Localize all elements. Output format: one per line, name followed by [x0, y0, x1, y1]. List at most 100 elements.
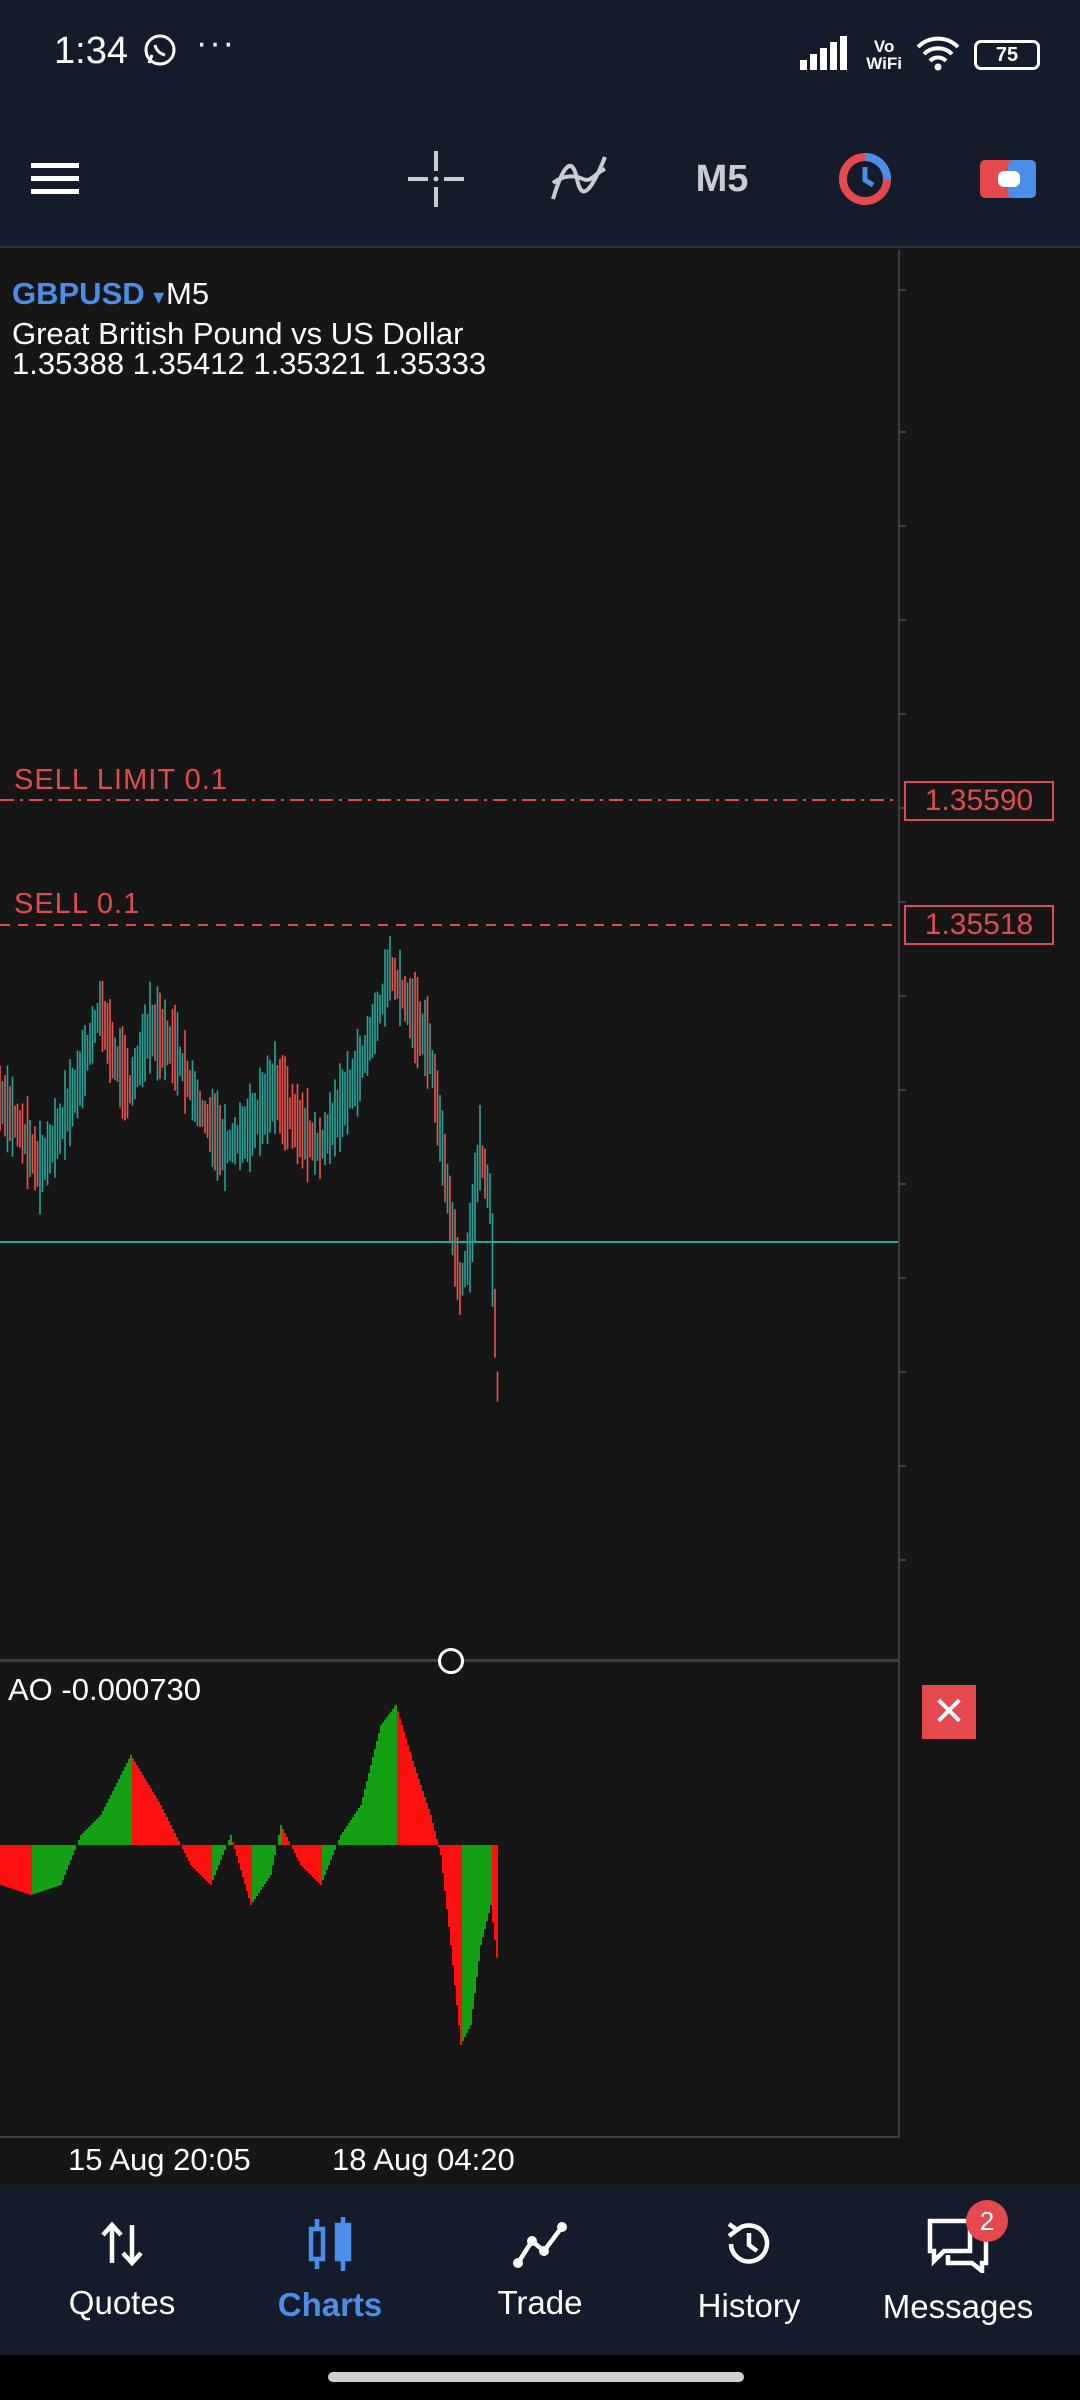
- ao-bar: [198, 1845, 200, 1873]
- sell-limit-label[interactable]: SELL LIMIT 0.1: [14, 764, 228, 796]
- home-indicator[interactable]: [328, 2372, 744, 2382]
- nav-quotes[interactable]: Quotes: [22, 2185, 222, 2355]
- sell-limit-price-tag[interactable]: 1.35590: [904, 781, 1054, 821]
- sell-price-tag[interactable]: 1.35518: [904, 905, 1054, 945]
- sell-label[interactable]: SELL 0.1: [14, 888, 141, 920]
- nav-messages[interactable]: Messages 2: [858, 2185, 1058, 2355]
- ao-bar: [186, 1845, 188, 1857]
- ao-bar: [338, 1840, 340, 1845]
- ao-bar: [316, 1845, 318, 1881]
- ao-bar: [192, 1845, 194, 1867]
- ao-bar: [476, 1845, 478, 1977]
- ao-bar: [266, 1845, 268, 1881]
- ao-bar: [152, 1791, 154, 1845]
- ao-bar: [154, 1795, 156, 1845]
- ao-bar: [320, 1845, 322, 1885]
- ao-bar: [70, 1845, 72, 1860]
- ao-bar: [126, 1763, 128, 1845]
- whatsapp-icon: [140, 30, 180, 79]
- ao-bar: [94, 1821, 96, 1845]
- nav-history[interactable]: History: [649, 2185, 849, 2355]
- ao-bar: [18, 1845, 20, 1891]
- nav-trade[interactable]: Trade: [440, 2185, 640, 2355]
- ao-bar: [360, 1805, 362, 1845]
- resize-handle-icon[interactable]: [438, 1648, 464, 1674]
- vowifi-bottom: WiFi: [866, 54, 902, 73]
- bid-line: [0, 1241, 898, 1243]
- ao-bar: [420, 1785, 422, 1845]
- ao-bar: [480, 1845, 482, 1945]
- ao-bar: [46, 1845, 48, 1890]
- ao-bar: [168, 1821, 170, 1845]
- ao-bar: [98, 1817, 100, 1845]
- ao-bar: [256, 1845, 258, 1896]
- wifi-icon: [916, 35, 960, 76]
- ao-bar: [48, 1845, 50, 1889]
- ao-bar: [20, 1845, 22, 1892]
- ao-bar: [90, 1825, 92, 1845]
- chart-symbol[interactable]: GBPUSD ▾: [12, 276, 164, 312]
- ao-bar: [22, 1845, 24, 1893]
- signal-icon: [800, 35, 852, 75]
- ao-bar: [242, 1845, 244, 1877]
- ao-bar: [262, 1845, 264, 1887]
- ao-bar: [460, 1845, 462, 2045]
- ao-bar: [296, 1845, 298, 1857]
- ao-bar: [494, 1845, 496, 1940]
- ao-bar: [486, 1845, 488, 1921]
- ao-bar: [272, 1845, 274, 1865]
- menu-icon[interactable]: [24, 146, 86, 212]
- ao-bar: [6, 1845, 8, 1887]
- close-indicator-button[interactable]: ✕: [922, 1685, 976, 1739]
- ao-bar: [216, 1845, 218, 1870]
- ao-bar: [366, 1781, 368, 1845]
- ao-bar: [334, 1845, 336, 1850]
- ao-bar: [202, 1845, 204, 1877]
- ao-bar: [456, 1845, 458, 2005]
- ao-bar: [92, 1823, 94, 1845]
- ao-bar: [264, 1845, 266, 1884]
- ao-bar: [184, 1845, 186, 1853]
- ao-bar: [450, 1845, 452, 1945]
- ao-bar: [248, 1845, 250, 1898]
- ao-bar: [382, 1722, 384, 1845]
- ao-bar: [194, 1845, 196, 1869]
- ao-bar: [288, 1841, 290, 1845]
- ao-bar: [330, 1845, 332, 1860]
- ao-bar: [374, 1749, 376, 1845]
- price-chart[interactable]: [0, 250, 898, 1630]
- chart-area[interactable]: [0, 250, 1080, 2185]
- one-click-trading-icon[interactable]: [832, 146, 898, 212]
- ao-bar: [300, 1845, 302, 1865]
- ao-bar: [236, 1845, 238, 1856]
- ao-bar: [462, 1845, 464, 2041]
- ao-bar: [118, 1779, 120, 1845]
- ao-bar: [464, 1845, 466, 2037]
- ao-bar: [346, 1826, 348, 1845]
- ao-bar: [258, 1845, 260, 1893]
- trade-panel-icon[interactable]: [975, 146, 1041, 212]
- ao-bar: [72, 1845, 74, 1855]
- ao-bar: [403, 1731, 405, 1845]
- ao-bar: [42, 1845, 44, 1891]
- timeframe-button[interactable]: M5: [695, 157, 749, 200]
- ao-bar: [240, 1845, 242, 1870]
- ao-bar: [176, 1837, 178, 1845]
- ao-bar: [100, 1815, 102, 1845]
- ao-bar: [66, 1845, 68, 1870]
- ao-bar: [210, 1845, 212, 1885]
- ao-bar: [356, 1811, 358, 1845]
- ao-bar: [206, 1845, 208, 1881]
- ao-bar: [388, 1714, 390, 1845]
- ao-bar: [188, 1845, 190, 1861]
- ao-bar: [424, 1797, 426, 1845]
- charts-icon: [305, 2216, 355, 2276]
- ao-bar: [342, 1832, 344, 1845]
- ao-indicator-label: AO -0.000730: [8, 1672, 202, 1707]
- chart-toolbar: M5: [0, 110, 1080, 248]
- ao-bar: [12, 1845, 14, 1889]
- ao-bar: [172, 1829, 174, 1845]
- crosshair-icon[interactable]: [403, 146, 469, 212]
- nav-charts[interactable]: Charts: [230, 2185, 430, 2355]
- indicators-icon[interactable]: [546, 146, 612, 212]
